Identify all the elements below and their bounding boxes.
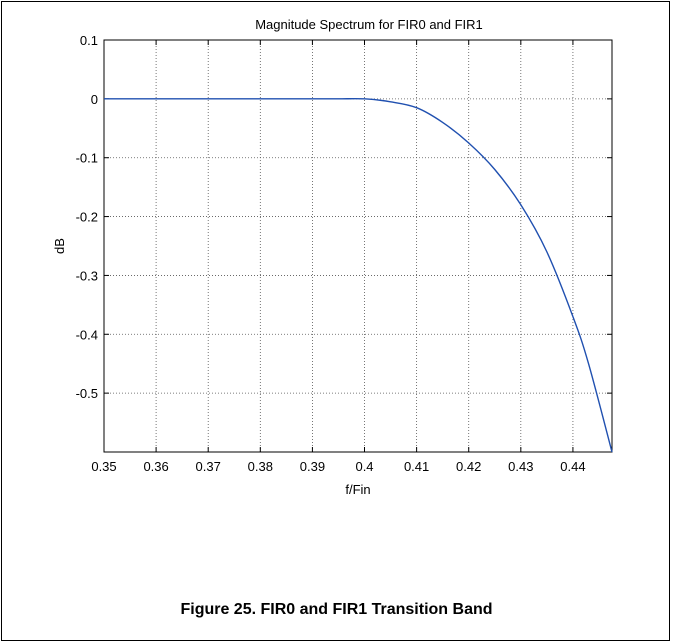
x-tick-label: 0.35 <box>91 459 116 474</box>
y-tick-label: -0.2 <box>76 210 98 225</box>
y-tick-label: -0.5 <box>76 386 98 401</box>
x-tick-label: 0.41 <box>404 459 429 474</box>
grid <box>104 40 612 452</box>
y-tick-label: -0.3 <box>76 268 98 283</box>
axis-ticks: 0.35 0.36 0.37 0.38 0.39 0.4 0.41 0.42 0.43 0.44 0… <box>76 33 612 474</box>
x-tick-label: 0.43 <box>508 459 533 474</box>
y-axis-label: dB <box>52 238 67 254</box>
x-tick-label: 0.38 <box>248 459 273 474</box>
x-tick-label: 0.36 <box>143 459 168 474</box>
series-layer <box>104 97 613 453</box>
x-axis-label: f/Fin <box>345 482 370 497</box>
chart-title: Magnitude Spectrum for FIR0 and FIR1 <box>255 17 483 32</box>
x-tick-label: 0.39 <box>300 459 325 474</box>
x-tick-label: 0.42 <box>456 459 481 474</box>
y-tick-label: 0.1 <box>80 33 98 48</box>
x-tick-label: 0.44 <box>560 459 585 474</box>
x-tick-label: 0.37 <box>196 459 221 474</box>
figure-caption: Figure 25. FIR0 and FIR1 Transition Band <box>180 601 493 618</box>
y-tick-label: -0.1 <box>76 151 98 166</box>
plot-area <box>103 39 613 453</box>
y-tick-label: 0 <box>91 92 98 107</box>
series-line <box>104 97 613 453</box>
x-tick-label: 0.4 <box>355 459 373 474</box>
y-tick-label: -0.4 <box>76 327 98 342</box>
